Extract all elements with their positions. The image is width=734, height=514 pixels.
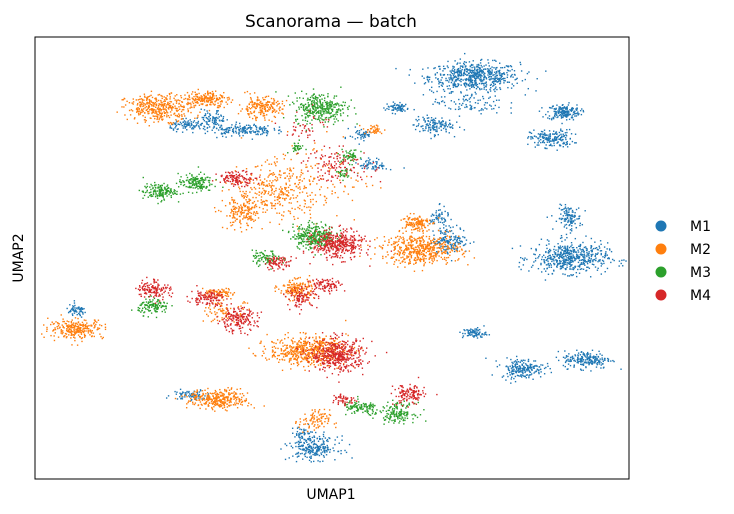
cluster-m4-4 [186, 285, 228, 308]
cluster-m1-14 [169, 117, 206, 134]
cluster-m1-8 [412, 108, 466, 140]
points-layer [41, 52, 627, 463]
cluster-m2-6 [359, 229, 476, 272]
cluster-m3-6 [344, 395, 384, 416]
cluster-m3-5 [131, 295, 173, 319]
cluster-m1-1 [538, 102, 585, 125]
cluster-m1-19 [355, 157, 405, 175]
cluster-m4-3 [135, 276, 174, 304]
cluster-m1-18 [291, 423, 319, 449]
cluster-m4-2 [264, 255, 297, 272]
legend-marker-m2 [655, 243, 667, 255]
cluster-m4-6 [283, 286, 320, 315]
cluster-m2-2 [237, 90, 288, 123]
cluster-m3-3 [282, 219, 343, 256]
cluster-m2-4 [215, 154, 354, 230]
x-axis-label: UMAP1 [306, 487, 355, 503]
cluster-m4-0 [302, 224, 393, 267]
series-m4 [135, 104, 438, 408]
cluster-m2-14 [359, 124, 386, 135]
cluster-m1-20 [344, 126, 371, 145]
cluster-m3-4 [251, 249, 286, 270]
cluster-m1-5 [547, 349, 622, 372]
cluster-m1-9 [383, 101, 409, 115]
legend-item-m2: M2 [655, 242, 711, 258]
cluster-m1-15 [66, 300, 86, 318]
cluster-m1-17 [280, 431, 353, 463]
cluster-m3-0 [275, 86, 358, 132]
cluster-m1-10 [430, 82, 513, 117]
cluster-m2-10 [274, 275, 322, 304]
cluster-m4-8 [296, 332, 388, 383]
y-axis-label: UMAP2 [11, 233, 27, 282]
cluster-m4-10 [297, 145, 382, 184]
cluster-m1-2 [527, 128, 577, 151]
chart-title: Scanorama — batch [245, 12, 417, 32]
cluster-m1-4 [511, 235, 627, 281]
legend-item-m4: M4 [655, 288, 711, 304]
legend-marker-m1 [655, 220, 667, 232]
legend-marker-m4 [655, 289, 667, 301]
cluster-m4-9 [390, 376, 438, 408]
cluster-m2-9 [201, 287, 250, 326]
cluster-m2-13 [295, 408, 337, 433]
legend-label-m4: M4 [690, 288, 711, 304]
cluster-m4-7 [301, 277, 346, 295]
series-m2 [41, 88, 476, 433]
cluster-m1-11 [430, 224, 475, 262]
legend-marker-m3 [655, 266, 667, 278]
cluster-m2-7 [400, 212, 440, 232]
cluster-m2-3 [41, 314, 107, 346]
cluster-m3-10 [335, 167, 351, 182]
legend: M1 M2 M3 M4 [655, 219, 711, 304]
cluster-m1-21 [428, 202, 452, 232]
series-m1 [66, 52, 627, 463]
cluster-m2-1 [180, 88, 234, 112]
cluster-m2-12 [174, 386, 265, 412]
cluster-m2-11 [248, 319, 363, 372]
legend-label-m1: M1 [690, 219, 711, 235]
cluster-m4-1 [211, 169, 261, 188]
legend-label-m2: M2 [690, 242, 711, 258]
series-m3 [131, 86, 427, 425]
cluster-m2-0 [116, 90, 204, 127]
cluster-m1-6 [485, 355, 553, 384]
cluster-m1-12 [198, 121, 282, 140]
plot-frame [34, 36, 630, 480]
cluster-m4-12 [332, 393, 358, 407]
legend-item-m1: M1 [655, 219, 711, 235]
cluster-m1-0 [395, 52, 547, 106]
cluster-m3-8 [337, 148, 362, 166]
cluster-m3-9 [287, 139, 307, 155]
cluster-m1-3 [546, 203, 586, 239]
cluster-m4-5 [216, 302, 263, 336]
legend-item-m3: M3 [655, 265, 711, 281]
cluster-m3-2 [175, 166, 224, 194]
legend-label-m3: M3 [690, 265, 711, 281]
cluster-m3-1 [138, 176, 184, 205]
cluster-m1-7 [459, 325, 491, 339]
cluster-m1-13 [195, 108, 228, 139]
cluster-m4-11 [274, 104, 330, 142]
